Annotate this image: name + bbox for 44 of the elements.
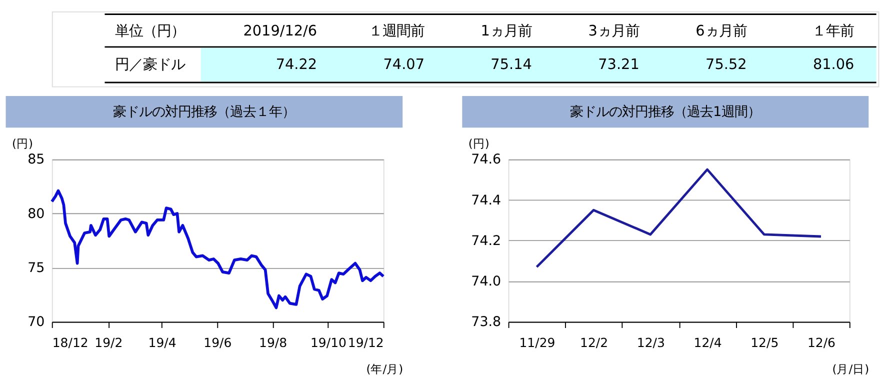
x-axis-title: (月/日) xyxy=(832,362,870,376)
data-label: 75.52 xyxy=(706,57,747,74)
data-label: 74.07 xyxy=(383,57,425,74)
x-tick-label: 19/6 xyxy=(204,335,232,350)
y-tick-label: 80 xyxy=(28,206,45,222)
category-label: 6ヵ月前 xyxy=(696,23,747,40)
x-tick-label: 18/12 xyxy=(52,335,88,350)
x-tick-label: 19/2 xyxy=(94,335,123,350)
x-tick-label: 19/4 xyxy=(148,335,176,350)
y-tick-label: 75 xyxy=(28,260,45,276)
text: 円／豪ドル xyxy=(114,57,185,74)
y-tick-label: 74.0 xyxy=(471,274,502,290)
category-label: １年前 xyxy=(812,23,854,40)
x-tick-label: 11/29 xyxy=(519,335,556,350)
y-axis-title: (円) xyxy=(12,136,34,150)
data-label: 81.06 xyxy=(812,57,854,74)
data-label: 73.21 xyxy=(598,57,640,74)
x-tick-label: 12/4 xyxy=(694,335,722,350)
y-tick-label: 70 xyxy=(28,315,45,330)
x-tick-label: 19/8 xyxy=(259,335,288,350)
x-tick-label: 12/2 xyxy=(580,335,608,350)
x-tick-label: 19/12 xyxy=(348,335,384,350)
data-label: 74.22 xyxy=(276,57,318,74)
y-axis-title: (円) xyxy=(468,136,490,150)
y-tick-label: 73.8 xyxy=(471,315,502,330)
category-label: 2019/12/6 xyxy=(243,23,318,40)
line-series xyxy=(50,189,385,310)
x-tick-label: 12/3 xyxy=(636,335,665,350)
x-axis-title: (年/月) xyxy=(366,362,404,376)
y-tick-label: 74.6 xyxy=(471,152,502,168)
line-series xyxy=(536,168,822,268)
y-tick-label: 85 xyxy=(28,152,45,168)
category-label: １週間前 xyxy=(368,23,425,40)
x-tick-label: 12/6 xyxy=(807,335,836,350)
y-tick-label: 74.2 xyxy=(471,234,502,249)
text: 単位（円） xyxy=(114,23,185,40)
data-label: 75.14 xyxy=(490,57,532,74)
x-tick-label: 12/5 xyxy=(750,335,779,350)
x-tick-label: 19/10 xyxy=(310,335,347,350)
category-label: 1ヵ月前 xyxy=(480,23,532,40)
category-label: 3ヵ月前 xyxy=(588,23,640,40)
chart-title: 豪ドルの対円推移（過去１年） xyxy=(113,104,296,120)
chart-title: 豪ドルの対円推移（過去1週間） xyxy=(570,104,761,120)
y-tick-label: 74.4 xyxy=(471,193,502,208)
